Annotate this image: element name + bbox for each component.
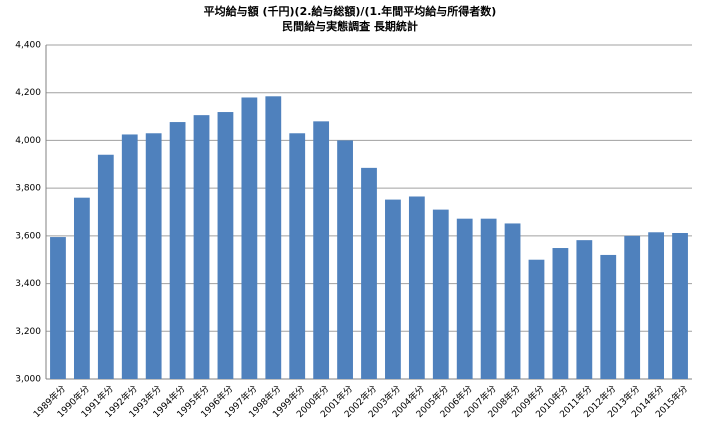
y-tick-label: 3,400 [15,279,41,289]
bar [456,218,473,379]
bar [385,199,401,379]
y-tick-label: 4,200 [15,88,41,98]
bar [241,97,258,379]
bar [361,167,377,379]
bar [432,209,449,379]
bar [576,240,593,379]
y-tick-label: 3,600 [15,231,41,241]
bar [552,248,569,379]
bar [73,197,90,379]
bar [600,254,617,379]
y-tick-label: 4,400 [15,41,41,51]
y-tick-label: 3,800 [15,184,41,194]
y-tick-label: 3,200 [15,327,41,337]
chart-subtitle: 民間給与実態調査 長期統計 [282,19,418,33]
bar [337,140,353,379]
y-tick-label: 3,000 [15,375,41,385]
bar [50,237,66,379]
bar [97,154,114,379]
y-tick-label: 4,000 [15,136,41,146]
bar [193,115,210,379]
bar [265,96,282,380]
bar [648,232,665,379]
chart-title: 平均給与額 (千円)(2.給与総額)/(1.年間平均給与所得者数) [204,4,497,18]
bar [408,196,425,379]
bar [528,259,545,379]
bar [289,133,306,379]
bar [145,133,162,379]
bar [672,232,688,379]
bar [480,218,497,379]
bar [313,121,330,379]
bar [504,223,521,379]
bar [121,134,138,379]
bar [169,122,186,380]
bar [624,235,641,379]
bar [217,112,234,379]
